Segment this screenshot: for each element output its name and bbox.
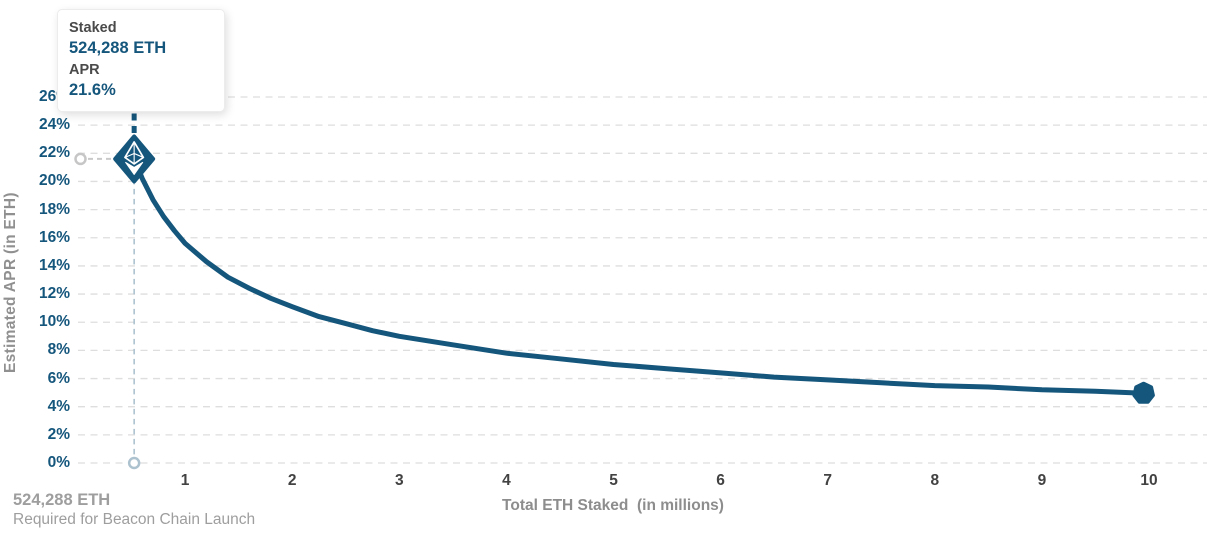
x-tick-label: 5	[609, 472, 618, 489]
y-axis-title: Estimated APR (in ETH)	[2, 192, 19, 374]
y-tick-label: 24%	[38, 116, 70, 134]
eth-logo-bottom-icon	[125, 161, 144, 175]
eth-logo-top-facet-icon	[124, 141, 145, 165]
footnote-caption: Required for Beacon Chain Launch	[13, 511, 256, 528]
tooltip: Staked 524,288 ETH APR 21.6%	[57, 9, 225, 112]
y-tick-label: 12%	[38, 285, 70, 303]
y-tick-label: 10%	[38, 313, 70, 331]
tooltip-staked-label: Staked	[69, 20, 117, 36]
x-tick-label: 6	[716, 472, 725, 489]
x-axis-title: Total ETH Staked (in millions)	[502, 497, 724, 514]
y-tick-label: 22%	[38, 144, 70, 162]
y-tick-label: 16%	[38, 228, 70, 246]
x-tick-label: 8	[930, 472, 940, 489]
y-tick-label: 6%	[47, 369, 70, 387]
y-tick-label: 2%	[47, 425, 70, 443]
tooltip-apr-label: APR	[69, 62, 100, 78]
curve-end-point-marker[interactable]	[1132, 381, 1155, 404]
x-tick-label: 9	[1037, 472, 1047, 489]
footnote-eth-amount: 524,288 ETH	[13, 491, 111, 509]
y-tick-label: 14%	[38, 256, 70, 274]
guide-bottom-circle-marker	[127, 456, 141, 470]
y-tick-label: 18%	[38, 200, 70, 218]
x-tick-label: 7	[823, 472, 832, 489]
y-tick-label: 20%	[38, 172, 70, 190]
y-tick-label: 8%	[47, 341, 70, 359]
x-tick-label: 10	[1140, 472, 1158, 489]
x-tick-label: 2	[287, 472, 297, 489]
guide-left-circle-marker	[74, 152, 87, 166]
eth-logo-facet-lines-icon	[124, 141, 144, 164]
y-tick-label: 0%	[47, 454, 70, 471]
apr-curve	[131, 156, 1147, 396]
x-tick-label: 1	[180, 472, 190, 489]
x-tick-label: 4	[502, 472, 511, 489]
y-tick-label: 4%	[47, 397, 70, 415]
tooltip-apr-value: 21.6%	[69, 81, 116, 99]
x-tick-label: 3	[394, 472, 404, 489]
tooltip-staked-value: 524,288 ETH	[69, 39, 167, 57]
